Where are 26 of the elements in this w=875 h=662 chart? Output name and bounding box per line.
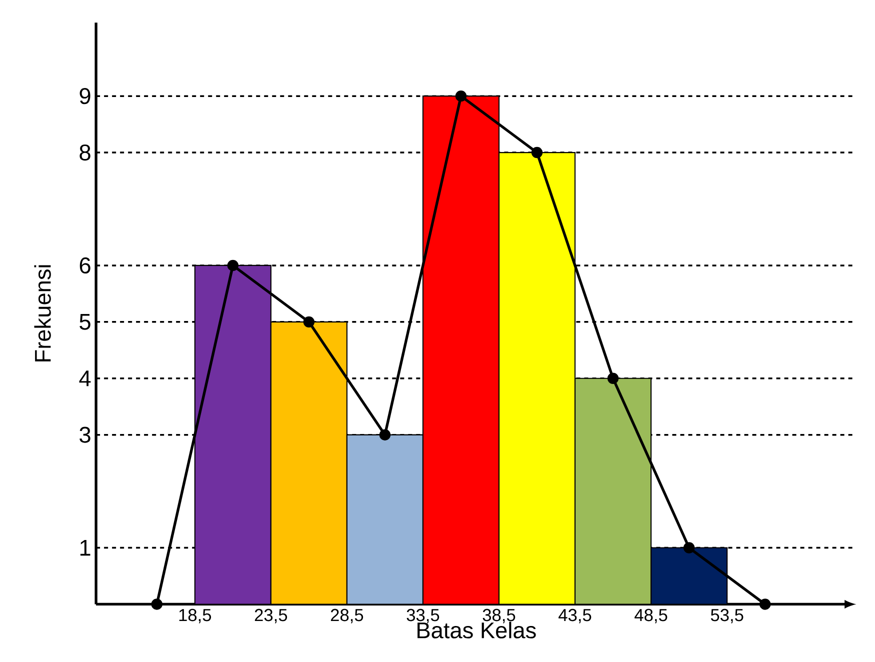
point <box>683 542 695 554</box>
y-tick-label: 9 <box>80 88 90 104</box>
point <box>607 372 619 384</box>
y-axis-title: Frekuensi <box>34 265 51 362</box>
y-tick-label: 6 <box>80 258 90 274</box>
point <box>531 147 543 158</box>
x-tick-label: 18,5 <box>179 609 212 624</box>
y-tick-label: 3 <box>80 427 90 444</box>
x-tick-label: 23,5 <box>254 609 288 624</box>
x-tick-label: 33,5 <box>406 609 440 624</box>
point <box>151 598 162 610</box>
point <box>379 429 391 441</box>
y-tick-label: 8 <box>80 144 90 161</box>
x-tick-label: 28,5 <box>330 609 364 624</box>
point <box>227 260 238 272</box>
x-tick-label: 48,5 <box>634 609 668 624</box>
x-tick-label: 38,5 <box>482 609 516 624</box>
y-tick-label: 5 <box>80 314 90 330</box>
point <box>303 316 315 328</box>
x-axis-title: Batas Kelas <box>418 622 536 639</box>
y-tick-label: 4 <box>79 370 91 386</box>
point <box>759 598 771 610</box>
y-tick-label: 1 <box>80 540 90 556</box>
x-tick-label: 43,5 <box>558 609 592 624</box>
point <box>455 90 467 102</box>
x-tick-label: 53,5 <box>710 609 744 624</box>
